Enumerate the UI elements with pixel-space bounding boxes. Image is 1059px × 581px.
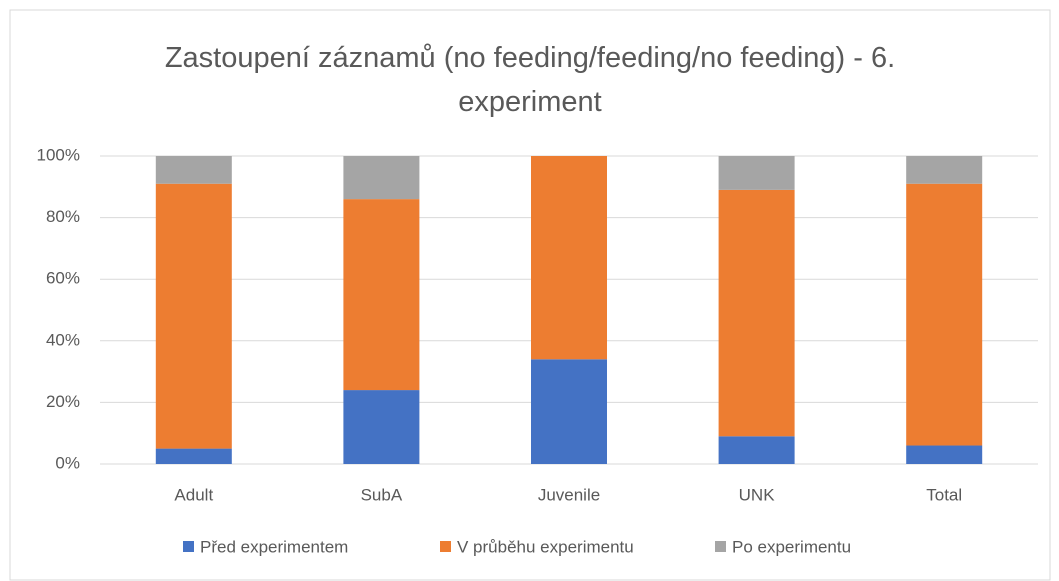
legend-label: Před experimentem	[200, 537, 348, 556]
legend-label: V průběhu experimentu	[457, 537, 634, 556]
legend-label: Po experimentu	[732, 537, 851, 556]
y-tick-label: 40%	[46, 330, 80, 349]
bar-segment	[906, 445, 983, 464]
bar-segment	[531, 359, 607, 464]
bar-segment	[155, 183, 232, 449]
chart-border	[9, 9, 1051, 581]
legend-swatch	[715, 541, 726, 552]
x-tick-label: Adult	[174, 485, 213, 504]
x-tick-label: Juvenile	[538, 485, 600, 504]
legend-swatch	[183, 541, 194, 552]
bar-segment	[343, 390, 420, 464]
y-tick-label: 60%	[46, 269, 80, 288]
x-tick-label: SubA	[361, 485, 403, 504]
y-tick-label: 80%	[46, 207, 80, 226]
x-tick-label: Total	[926, 485, 962, 504]
x-tick-label: UNK	[739, 485, 776, 504]
y-tick-label: 100%	[37, 145, 80, 164]
bar-segment	[718, 436, 795, 464]
bar-segment	[906, 183, 983, 446]
chart-title: Zastoupení záznamů (no feeding/feeding/n…	[164, 42, 896, 118]
bar-segment	[718, 189, 795, 437]
bar-segment	[531, 156, 607, 360]
bar-segment	[906, 156, 983, 184]
bar-segment	[155, 448, 232, 464]
bar-segment	[343, 156, 420, 200]
y-tick-label: 0%	[55, 453, 80, 472]
y-tick-label: 20%	[46, 392, 80, 411]
legend-swatch	[440, 541, 451, 552]
bar-segment	[155, 156, 232, 184]
bar-segment	[718, 156, 795, 190]
bar-segment	[343, 199, 420, 391]
